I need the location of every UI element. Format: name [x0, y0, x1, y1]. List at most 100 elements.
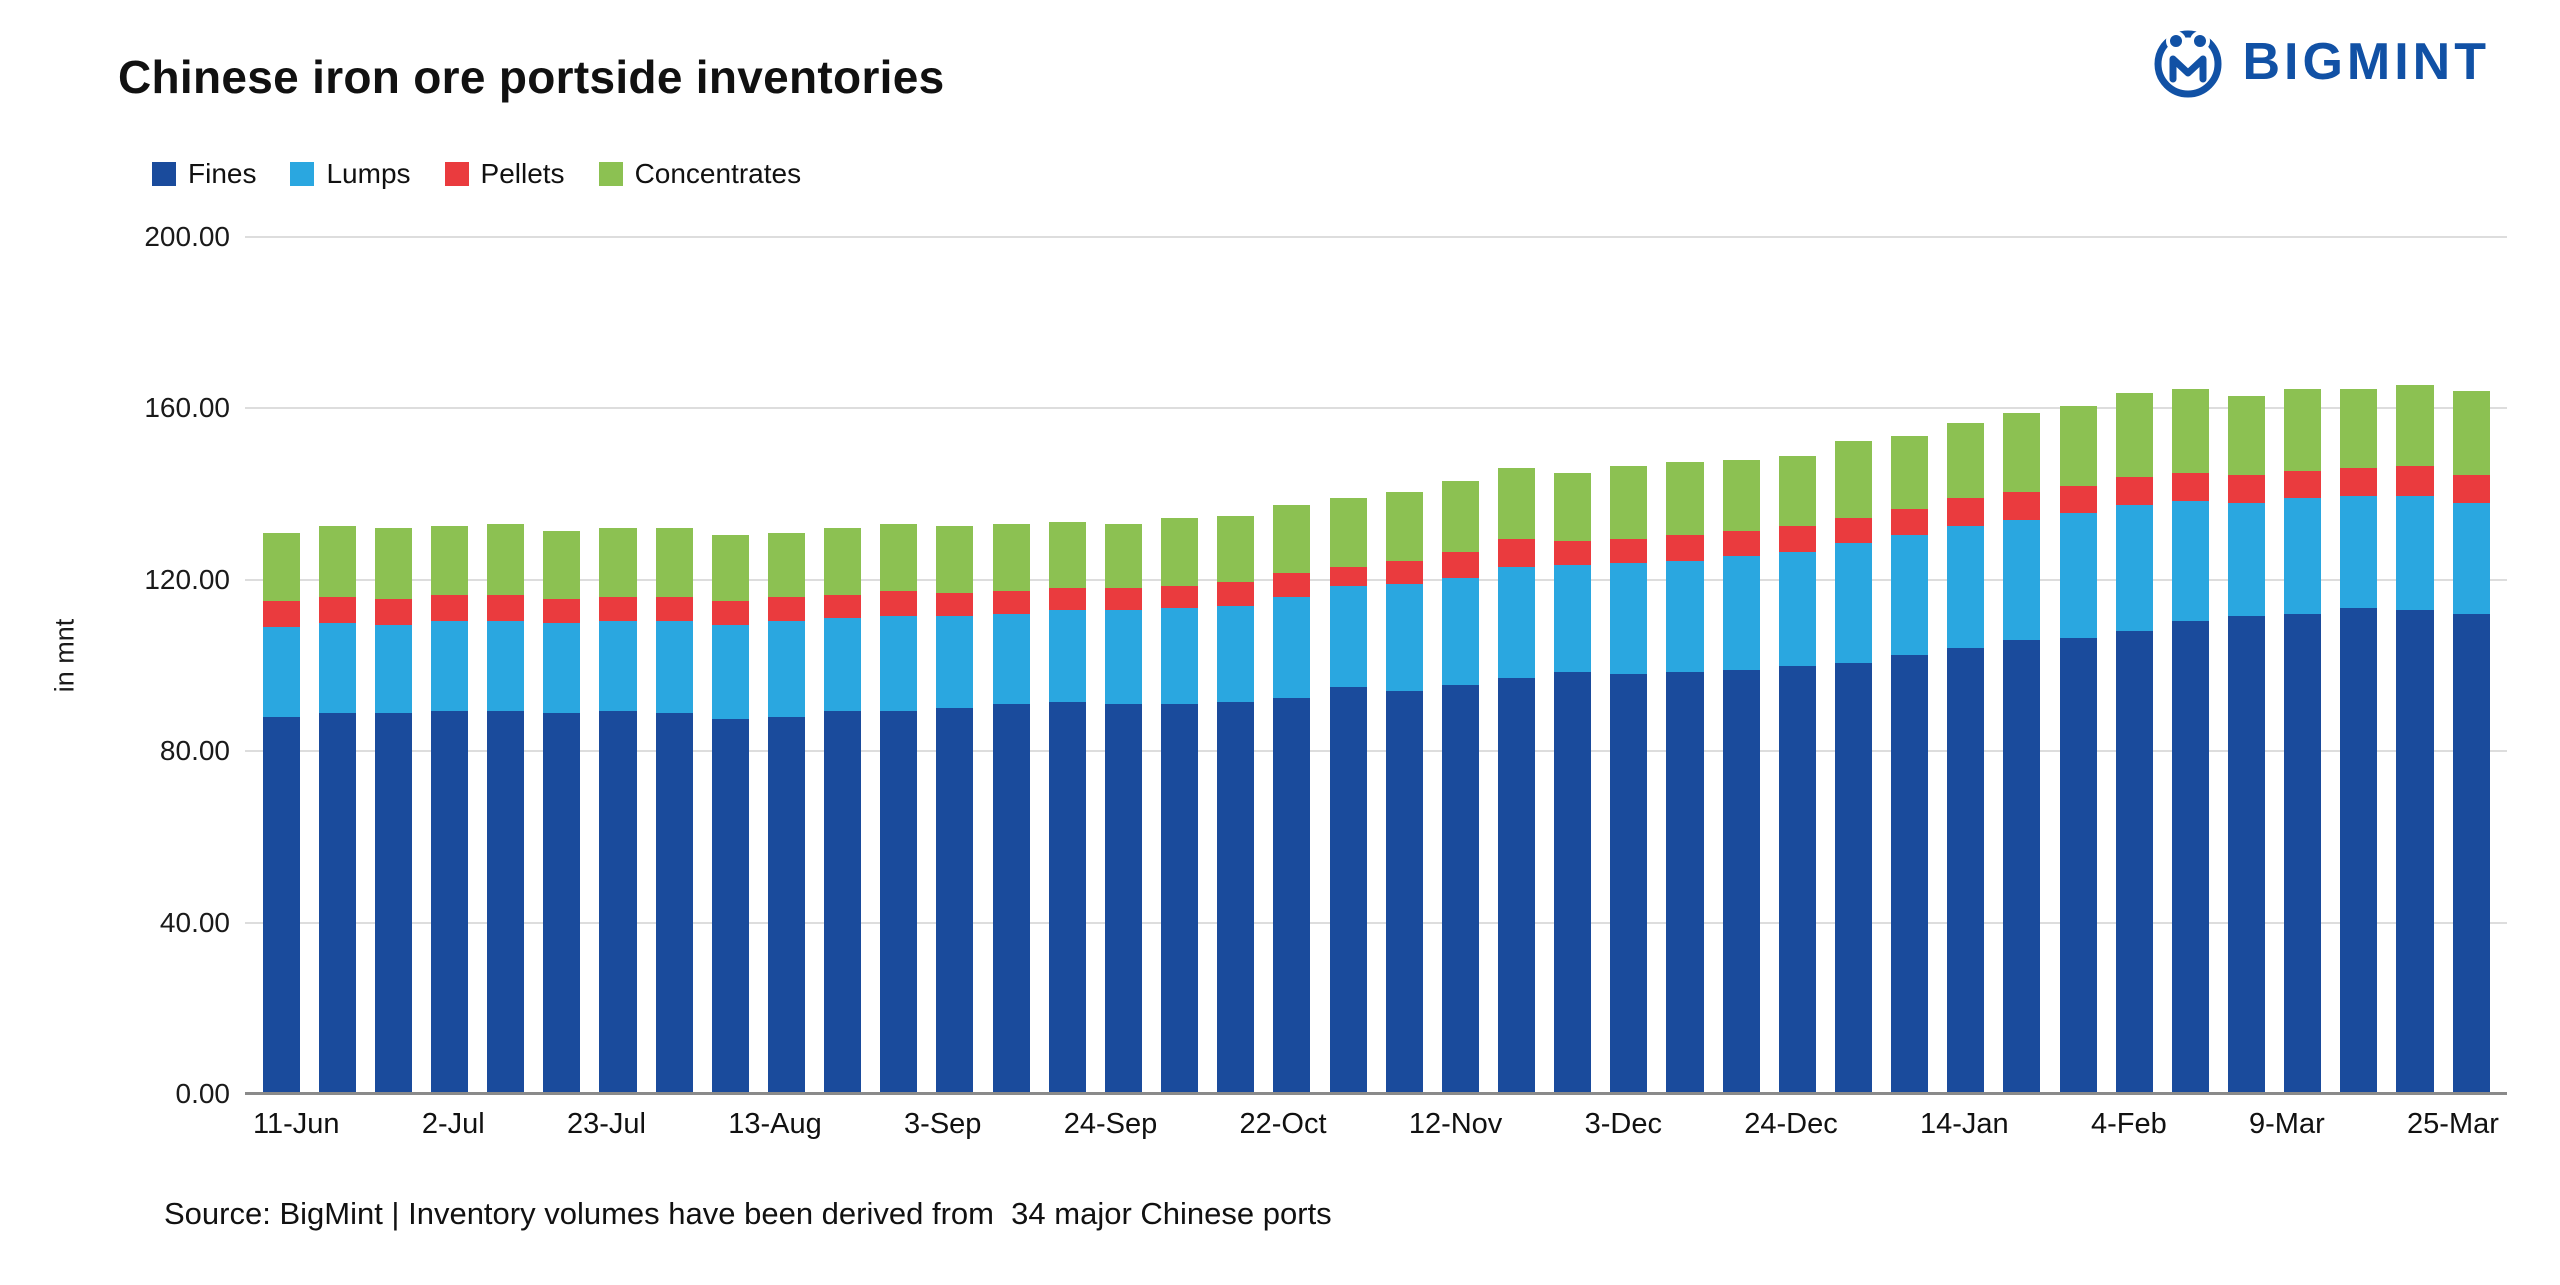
bar-segment-fines — [2452, 614, 2490, 1094]
x-axis-labels: 11-Jun 2-Jul 23-Jul 13-Aug 3-Sep 24-Sep 22-Oct… — [245, 1108, 2507, 1141]
bar — [1376, 237, 1432, 1094]
bar-segment-pellets — [1778, 526, 1816, 552]
bar-segment-fines — [431, 710, 469, 1094]
bar — [421, 237, 477, 1094]
x-tick-label: 24-Dec — [1744, 1108, 1838, 1140]
bar-stack — [1273, 504, 1311, 1094]
bar-segment-fines — [599, 710, 637, 1094]
legend-item-fines: Fines — [152, 158, 256, 190]
bar-segment-concentrates — [655, 528, 693, 597]
bar-segment-pellets — [2059, 485, 2097, 514]
bar-segment-fines — [1104, 704, 1142, 1094]
bar-segment-lumps — [936, 616, 974, 709]
bar-segment-concentrates — [824, 528, 862, 595]
x-tick-label — [340, 1108, 381, 1141]
x-tick-label — [526, 1108, 567, 1141]
bar-segment-concentrates — [992, 524, 1030, 591]
bar-segment-pellets — [655, 596, 693, 621]
source-note: Source: BigMint | Inventory volumes have… — [164, 1196, 1332, 1231]
bar — [1657, 237, 1713, 1094]
bar-stack — [1666, 461, 1704, 1094]
x-tick-label — [1023, 1108, 1064, 1141]
bar-segment-fines — [1778, 665, 1816, 1094]
x-tick-label — [2325, 1108, 2366, 1141]
bar-segment-pellets — [2003, 491, 2041, 520]
bar-segment-pellets — [599, 596, 637, 621]
chart-title: Chinese iron ore portside inventories — [118, 51, 945, 103]
x-tick-label: 24-Sep — [1063, 1108, 1158, 1140]
y-tick-label: 0.00 — [175, 1078, 231, 1109]
bar-segment-lumps — [1161, 607, 1199, 705]
bar-segment-lumps — [2340, 496, 2378, 608]
bar-segment-pellets — [374, 599, 412, 625]
bar-segment-pellets — [2396, 466, 2434, 497]
y-tick-label: 40.00 — [159, 906, 230, 938]
bar-segment-fines — [2340, 607, 2378, 1094]
bar-segment-pellets — [1329, 566, 1367, 587]
bar-segment-fines — [1385, 691, 1423, 1094]
x-tick-label: 12-Nov — [1408, 1108, 1503, 1140]
bar-segment-lumps — [2228, 502, 2266, 617]
x-tick-label — [1157, 1108, 1198, 1141]
bar-stack — [1610, 466, 1648, 1094]
x-tick-label: 4-Feb — [2090, 1108, 2167, 1140]
bar-stack — [1947, 423, 1985, 1094]
x-tick-label — [687, 1108, 728, 1141]
legend-item-concentrates: Concentrates — [598, 158, 801, 190]
bar-stack — [599, 528, 637, 1094]
gridline — [245, 407, 2507, 410]
bar-segment-fines — [767, 716, 806, 1094]
bar — [2218, 237, 2274, 1094]
x-tick-label — [1879, 1108, 1920, 1141]
bar — [1769, 237, 1825, 1094]
bar-segment-pellets — [880, 590, 918, 617]
x-tick-label — [1327, 1108, 1368, 1141]
bar-segment-lumps — [262, 626, 300, 717]
bar-segment-pellets — [936, 592, 974, 617]
bar-segment-lumps — [2003, 519, 2041, 640]
bar — [702, 237, 758, 1094]
x-tick-label — [1662, 1108, 1703, 1141]
bar — [983, 237, 1039, 1094]
bar-segment-concentrates — [1834, 440, 1872, 518]
bar-stack — [374, 528, 412, 1094]
bar-segment-concentrates — [1891, 436, 1929, 510]
bar-stack — [1497, 468, 1536, 1094]
bar-stack — [655, 528, 693, 1094]
bar-stack — [2340, 389, 2378, 1094]
bar — [2387, 237, 2443, 1094]
bar-stack — [992, 524, 1030, 1094]
bar-segment-lumps — [1554, 564, 1592, 672]
bar — [871, 237, 927, 1094]
bar-stack — [2284, 389, 2322, 1094]
bar-segment-lumps — [2171, 500, 2209, 621]
bar-segment-concentrates — [1778, 455, 1816, 527]
x-tick-label — [485, 1108, 526, 1141]
bar-segment-pellets — [1441, 551, 1479, 578]
bar-stack — [1161, 517, 1199, 1094]
x-tick-label — [2050, 1108, 2091, 1141]
bar — [365, 237, 421, 1094]
bar-segment-pellets — [1947, 498, 1985, 527]
bar-segment-pellets — [1161, 586, 1199, 608]
bar-segment-fines — [2003, 639, 2041, 1094]
bar-stack — [1385, 491, 1423, 1094]
bar-segment-fines — [2396, 609, 2434, 1094]
x-tick-label: 9-Mar — [2249, 1108, 2325, 1140]
bar-stack — [543, 530, 581, 1094]
bar-segment-fines — [992, 704, 1030, 1094]
bar-segment-pellets — [711, 601, 749, 625]
bar-stack — [2059, 406, 2097, 1094]
x-tick-label: 3-Sep — [904, 1108, 982, 1140]
bar-stack — [318, 526, 356, 1094]
bar-segment-concentrates — [1329, 498, 1367, 567]
bar-segment-concentrates — [1497, 468, 1536, 540]
bar-segment-lumps — [1947, 526, 1985, 649]
bar-segment-lumps — [1666, 560, 1704, 672]
bar-segment-fines — [824, 710, 862, 1094]
bar — [1152, 237, 1208, 1094]
y-tick-label: 120.00 — [144, 563, 230, 595]
x-tick-label — [1502, 1108, 1543, 1141]
x-tick-label — [2167, 1108, 2208, 1141]
bar-segment-lumps — [1385, 584, 1423, 692]
